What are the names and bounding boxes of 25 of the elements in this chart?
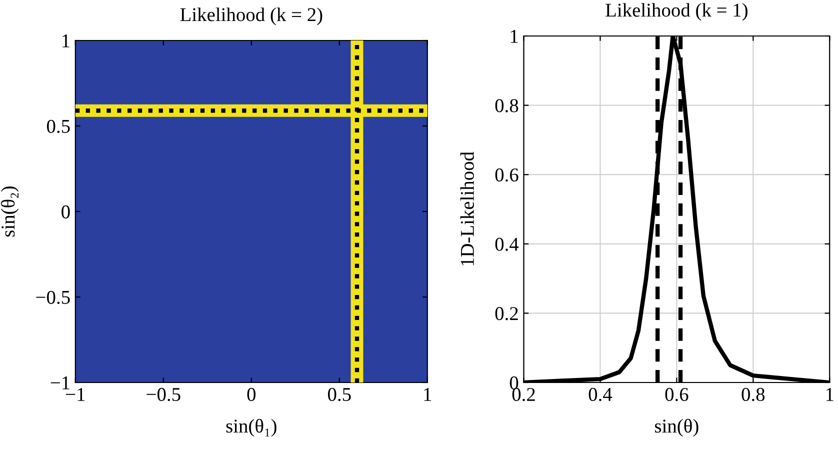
y-tick-label: 0.2 [495, 307, 518, 320]
y-tick-label: 0 [62, 205, 70, 218]
x-tick-label: 0.5 [328, 388, 351, 402]
y-tick-label: 0 [510, 376, 518, 390]
y-axis-title: sin(θ₂) [0, 186, 19, 237]
x-tick-label: 1 [826, 388, 834, 401]
chart-title: Likelihood (k = 1) [606, 3, 748, 21]
x-tick-label: 0 [247, 388, 256, 402]
y-axis-title: 1D-Likelihood [460, 152, 474, 266]
y-tick-label: 0.4 [495, 238, 519, 251]
x-tick-label: 1 [424, 388, 432, 401]
x-tick-label: 0.4 [588, 388, 612, 402]
x-tick-label: −0.5 [146, 388, 180, 402]
y-tick-label: 1 [510, 30, 518, 43]
x-axis-title: sin(θ) [655, 418, 698, 437]
y-tick-label: 0.8 [495, 99, 518, 112]
chart-title: Likelihood (k = 2) [180, 8, 322, 26]
x-tick-label: 0.8 [742, 388, 765, 402]
x-axis-title: sin(θ₁) [226, 418, 276, 437]
y-tick-label: −1 [50, 376, 70, 390]
y-tick-label: −0.5 [36, 290, 70, 304]
y-tick-label: 0.5 [46, 120, 70, 134]
y-tick-label: 1 [62, 34, 70, 48]
x-tick-label: 0.6 [665, 388, 688, 402]
y-tick-label: 0.6 [495, 168, 518, 182]
